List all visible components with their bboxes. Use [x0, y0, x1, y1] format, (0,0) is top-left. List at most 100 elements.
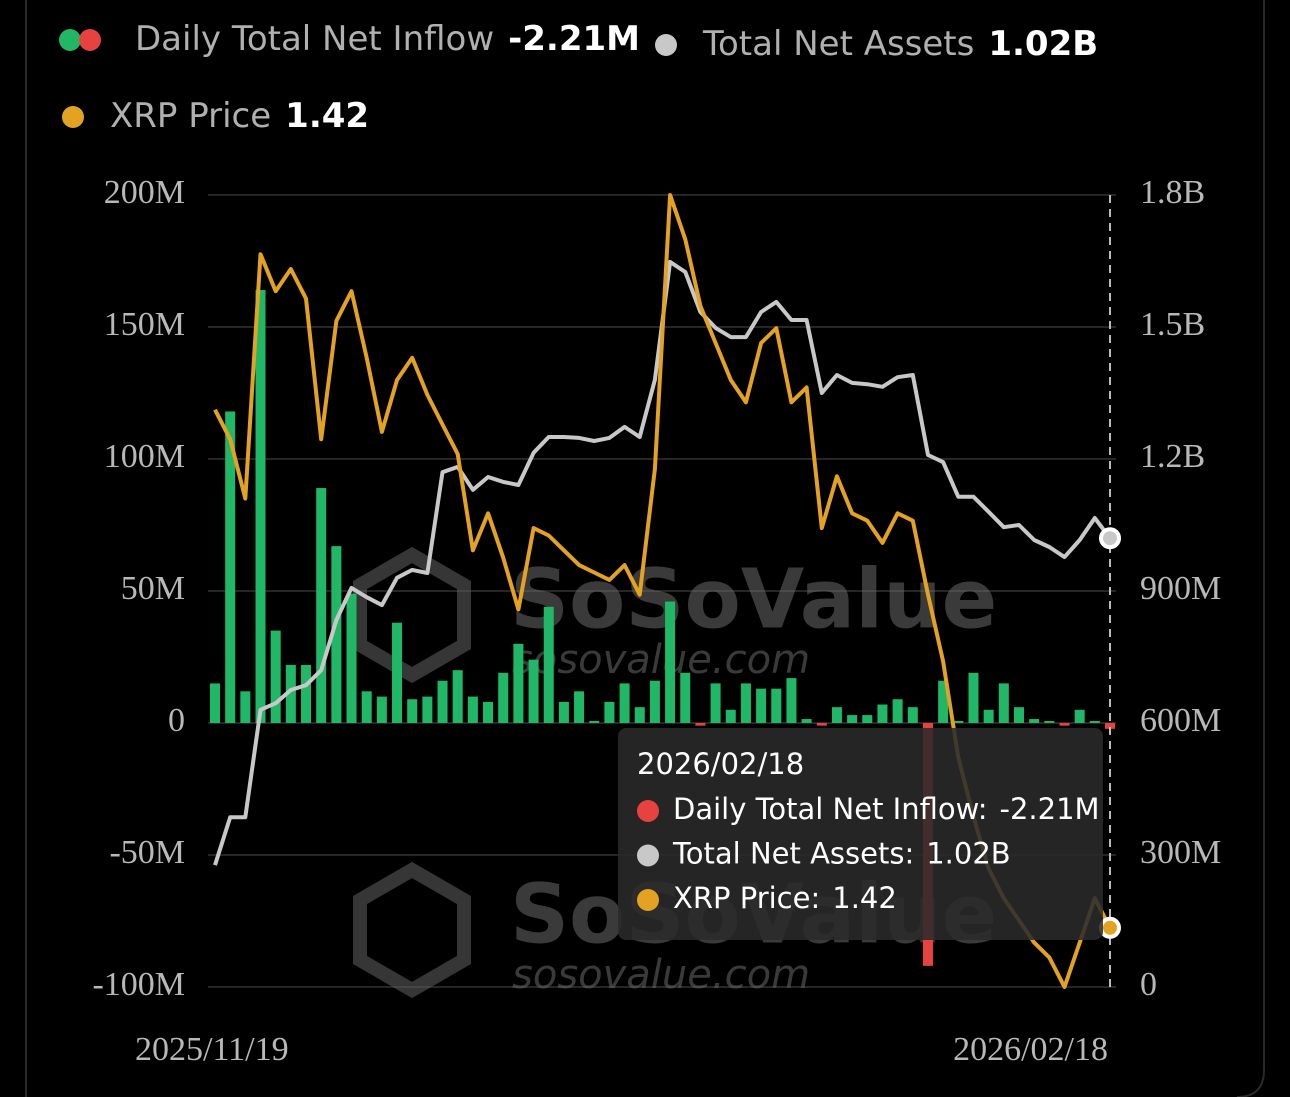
- bar: [907, 707, 918, 723]
- bar: [786, 678, 797, 723]
- bar: [831, 707, 842, 723]
- bar: [801, 719, 812, 723]
- legend-value: -2.21M: [508, 19, 640, 59]
- bar: [847, 715, 858, 723]
- bar: [270, 630, 281, 723]
- legend-entry: XRP Price 1.42: [110, 96, 369, 136]
- legend-icon: [655, 34, 677, 56]
- tooltip-row: Total Net Assets: 1.02B: [672, 837, 1011, 871]
- end-marker: [1099, 916, 1121, 939]
- legend-name: XRP Price: [110, 96, 271, 136]
- legend-entry: Daily Total Net Inflow -2.21M: [135, 19, 640, 59]
- bar: [574, 691, 585, 723]
- y2-tick-label: 1.5B: [1140, 306, 1205, 343]
- legend-value: 1.02B: [988, 24, 1098, 64]
- legend-value: 1.42: [285, 96, 369, 136]
- bar: [528, 659, 539, 723]
- bar: [558, 701, 569, 723]
- tooltip-label: Total Net Assets:: [672, 837, 914, 871]
- bar: [1013, 707, 1024, 723]
- bar: [892, 699, 903, 723]
- watermark-brand: SoSoValue: [510, 552, 997, 647]
- bar: [1074, 709, 1085, 723]
- bar: [210, 683, 220, 723]
- x-tick-label: 2026/02/18: [953, 1031, 1108, 1068]
- y-tick-label: -50M: [109, 834, 185, 871]
- bar: [604, 701, 615, 723]
- x-tick-label: 2025/11/19: [135, 1031, 289, 1068]
- bar: [361, 691, 372, 723]
- bar: [725, 709, 736, 723]
- bar: [695, 723, 706, 726]
- bar: [665, 601, 676, 723]
- bar: [498, 672, 509, 723]
- legend-icon: [59, 29, 81, 51]
- bar: [1105, 723, 1115, 729]
- watermark-url: sosovalue.com: [512, 637, 810, 683]
- bar: [285, 664, 296, 723]
- bar: [710, 683, 721, 723]
- legend-name: Total Net Assets: [702, 24, 974, 64]
- watermark-url: sosovalue.com: [512, 952, 810, 998]
- bar: [771, 688, 782, 723]
- bar: [392, 622, 403, 723]
- tooltip-label: XRP Price:: [673, 881, 820, 915]
- y-tick-label: 150M: [104, 306, 185, 343]
- bar: [968, 672, 979, 723]
- tooltip-label: Daily Total Net Inflow:: [673, 792, 988, 826]
- y2-tick-label: 1.2B: [1140, 438, 1205, 475]
- tooltip-value: 1.02B: [926, 837, 1010, 871]
- bar: [649, 680, 660, 723]
- y2-tick-label: 600M: [1140, 702, 1221, 739]
- tooltip-value: -2.21M: [1000, 792, 1100, 826]
- y-tick-label: 0: [168, 702, 185, 739]
- tooltip-date: 2026/02/18: [637, 747, 804, 781]
- bar: [680, 672, 691, 723]
- y2-tick-label: 300M: [1140, 834, 1221, 871]
- bar: [983, 709, 994, 723]
- tooltip-icon: [637, 889, 659, 911]
- legend: Daily Total Net Inflow -2.21M Total Net As…: [59, 19, 1098, 136]
- bar: [740, 683, 751, 723]
- y2-tick-label: 900M: [1140, 570, 1221, 607]
- bar: [619, 683, 630, 723]
- end-marker: [1099, 527, 1121, 550]
- bar: [1029, 719, 1040, 723]
- tooltip-value: 1.42: [832, 881, 897, 915]
- bar: [346, 593, 357, 723]
- bar: [634, 707, 645, 723]
- bar: [316, 488, 327, 723]
- bar: [422, 696, 433, 723]
- tooltip-row: Daily Total Net Inflow: -2.21M: [673, 792, 1100, 826]
- bar: [437, 680, 448, 723]
- bar: [452, 670, 463, 723]
- tooltip-icon: [637, 844, 659, 867]
- bar: [376, 696, 387, 723]
- tooltip-icon: [637, 800, 659, 822]
- bar: [301, 664, 312, 723]
- bar: [816, 723, 827, 726]
- legend-entry: Total Net Assets 1.02B: [702, 24, 1098, 64]
- bar: [467, 696, 478, 723]
- bar: [331, 546, 342, 723]
- tooltip: 2026/02/18 Daily Total Net Inflow: -2.21M T…: [618, 728, 1103, 940]
- watermark-logo: [353, 546, 471, 684]
- y-tick-label: -100M: [92, 966, 185, 1003]
- tooltip-box: [618, 728, 1103, 940]
- y-tick-label: 100M: [104, 438, 185, 475]
- bar: [1044, 721, 1055, 723]
- bar: [953, 721, 964, 723]
- bar: [938, 680, 949, 723]
- bar: [255, 290, 266, 723]
- bar: [998, 683, 1009, 723]
- legend-name: Daily Total Net Inflow: [135, 19, 494, 59]
- bar: [1089, 721, 1100, 723]
- y-tick-label: 200M: [104, 174, 185, 211]
- bar: [240, 691, 251, 723]
- grid: -100M -50M 0 50M 100M 150M 200M 0 300M 600M 900M 1.…: [92, 174, 1221, 1068]
- bar: [407, 699, 418, 723]
- legend-icon: [79, 29, 101, 51]
- bar: [1059, 723, 1070, 726]
- bar: [756, 688, 767, 723]
